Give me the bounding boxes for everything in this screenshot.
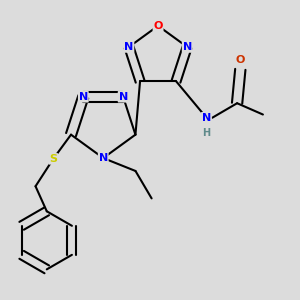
Text: S: S: [49, 154, 57, 164]
Text: N: N: [79, 92, 88, 102]
Text: H: H: [202, 128, 211, 138]
Text: N: N: [99, 153, 108, 163]
Text: N: N: [124, 42, 134, 52]
Text: N: N: [183, 42, 192, 52]
Text: O: O: [236, 55, 245, 65]
Text: N: N: [118, 92, 128, 102]
Text: N: N: [202, 113, 211, 123]
Text: O: O: [153, 21, 163, 31]
